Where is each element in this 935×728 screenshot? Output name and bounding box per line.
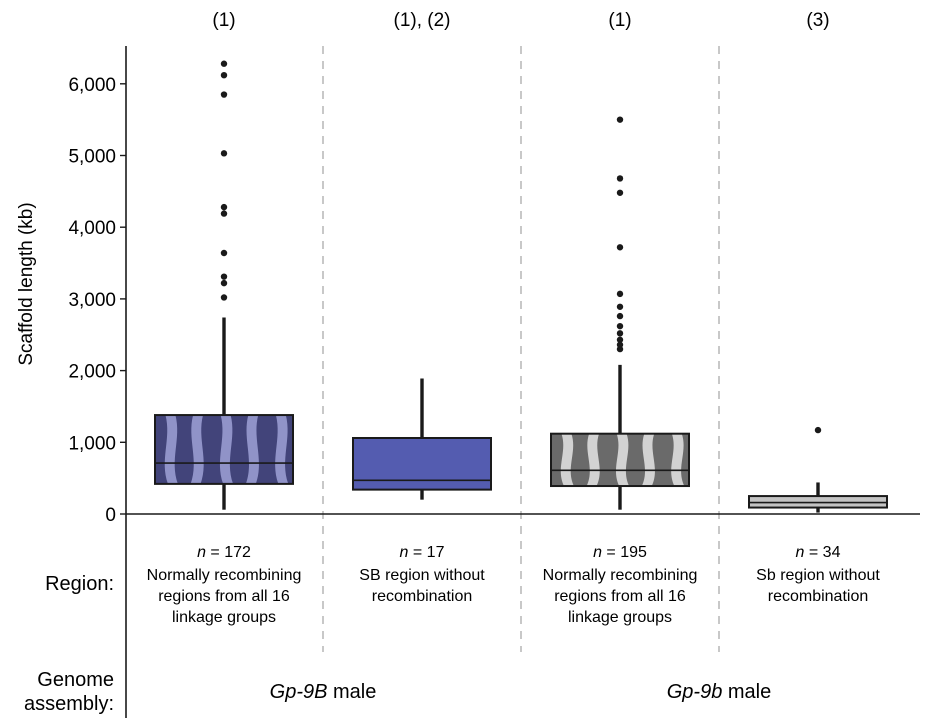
assembly-label: Gp-9B male: [270, 681, 377, 703]
outlier-point: [220, 210, 228, 217]
assembly-row-label-line2: assembly:: [24, 693, 114, 715]
n-count-label: n = 34: [796, 544, 841, 561]
n-count-label: n = 17: [400, 544, 445, 561]
region-description-line: Sb region without: [756, 567, 880, 584]
column-top-label: (1): [212, 10, 235, 31]
column-top-label: (1), (2): [394, 10, 451, 31]
outlier-point: [616, 290, 624, 298]
outlier-point: [220, 150, 228, 157]
region-descriptions: n = 172 Normally recombining regions from …: [147, 544, 881, 626]
box-stripe: [560, 433, 574, 487]
y-tick-label: 0: [105, 505, 116, 526]
region-description-line: recombination: [372, 588, 473, 605]
outlier-point: [616, 322, 624, 330]
region-description-line: regions from all 16: [554, 588, 686, 605]
outlier-point: [616, 312, 624, 320]
box-stripe: [671, 433, 685, 487]
y-tick-label: 5,000: [68, 147, 116, 168]
outlier-point: [220, 294, 228, 301]
outlier-point: [616, 116, 624, 123]
y-tick-label: 3,000: [68, 290, 116, 311]
y-ticks: 0 1,000 2,000 3,000 4,000 5,000 6,000: [68, 75, 126, 526]
outlier-point: [616, 336, 624, 343]
outlier-point: [220, 60, 228, 67]
box-group-4: [748, 426, 888, 513]
box-stripe: [245, 415, 259, 484]
region-description-line: Normally recombining: [543, 567, 698, 584]
box-stripe: [190, 415, 204, 484]
box-outline: [550, 432, 690, 488]
box-body: [352, 436, 492, 491]
boxes: [154, 60, 888, 513]
outlier-point: [616, 303, 624, 310]
outlier-point: [220, 273, 228, 280]
box-group-2: [352, 378, 492, 500]
box-stripe: [275, 415, 289, 484]
box-stripe: [641, 433, 655, 487]
box-stripe: [586, 433, 600, 487]
box-stripes: [164, 415, 289, 484]
region-row-label: Region:: [45, 573, 114, 595]
outlier-point: [220, 203, 228, 211]
box-outline: [154, 414, 294, 485]
region-description-line: regions from all 16: [158, 588, 290, 605]
box-group-1: [154, 60, 294, 510]
column-top-label: (3): [806, 10, 829, 31]
outlier-point: [616, 330, 624, 337]
region-description-line: Normally recombining: [147, 567, 302, 584]
y-tick-label: 6,000: [68, 75, 116, 96]
y-axis-label: Scaffold length (kb): [16, 202, 37, 365]
outlier-point: [616, 341, 624, 348]
outlier-point: [220, 249, 228, 257]
y-tick-label: 4,000: [68, 218, 116, 239]
box-stripe: [164, 415, 178, 484]
axes: [125, 46, 920, 718]
assembly-label: Gp-9b male: [667, 681, 772, 703]
region-description-line: linkage groups: [172, 609, 276, 626]
column-top-label: (1): [608, 10, 631, 31]
column-top-labels: (1) (1), (2) (1) (3): [212, 10, 829, 31]
outlier-point: [220, 279, 228, 287]
region-description-line: recombination: [768, 588, 869, 605]
outlier-point: [814, 426, 822, 434]
box-stripes: [560, 433, 685, 487]
assembly-labels: Gp-9B male Gp-9b male: [270, 681, 772, 703]
outlier-point: [220, 91, 228, 98]
n-count-label: n = 195: [593, 544, 647, 561]
assembly-row-label-line1: Genome: [37, 669, 114, 691]
outlier-point: [616, 189, 624, 196]
outlier-point: [616, 175, 624, 182]
y-tick-label: 1,000: [68, 433, 116, 454]
outlier-point: [616, 244, 624, 251]
region-description-line: linkage groups: [568, 609, 672, 626]
box-group-3: [550, 116, 690, 510]
column-separators: [322, 46, 720, 652]
y-tick-label: 2,000: [68, 362, 116, 383]
outlier-point: [220, 71, 228, 79]
n-count-label: n = 172: [197, 544, 251, 561]
box-stripe: [219, 415, 234, 484]
box-stripe: [615, 433, 630, 487]
region-description-line: SB region without: [359, 567, 485, 584]
